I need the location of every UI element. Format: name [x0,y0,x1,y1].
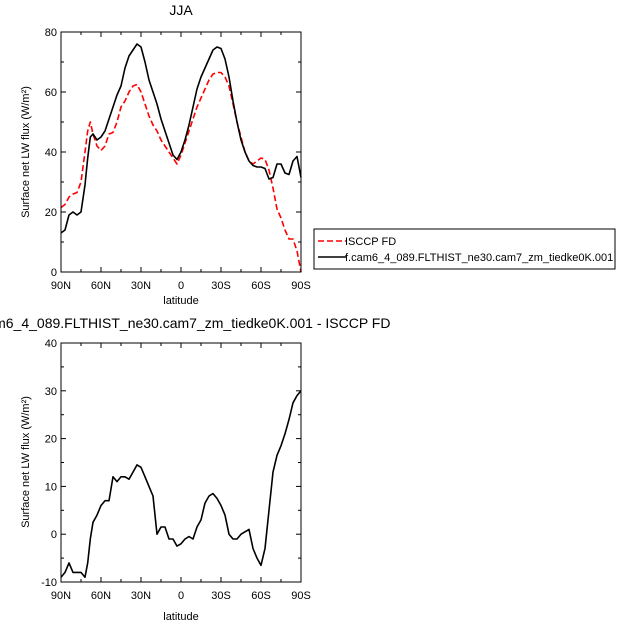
top-y-tick-label: 40 [45,147,57,159]
top-y-tick-label: 60 [45,87,57,99]
top-y-tick-label: 80 [45,27,57,39]
bottom-y-tick-label: 20 [45,434,57,446]
top-y-axis-label: Surface net LW flux (W/m²) [20,86,32,218]
top-chart-title: JJA [169,2,193,18]
legend: ISCCP FD f.cam6_4_089.FLTHIST_ne30.cam7_… [313,228,616,270]
bottom-y-axis-label: Surface net LW flux (W/m²) [20,396,32,528]
bottom-x-tick-label: 90S [291,590,311,602]
bottom-x-tick-label: 90N [51,590,71,602]
bottom-x-tick-label: 60S [251,590,271,602]
bottom-x-tick-label: 0 [178,590,184,602]
bottom-x-axis-label: latitude [163,611,198,623]
top-x-tick-label: 60S [251,280,271,292]
top-panel: JJA 90N 60N 30N 0 30S 60S 90S 0 20 40 60 80 latitud… [20,2,311,307]
bottom-x-tick-label: 30S [211,590,231,602]
bottom-chart-title: f.cam6_4_089.FLTHIST_ne30.cam7_zm_tiedke… [0,315,390,331]
top-x-axis-label: latitude [163,295,198,307]
top-x-tick-label: 0 [178,280,184,292]
bottom-y-tick-label: 40 [45,338,57,350]
bottom-y-tick-label: -10 [41,577,57,589]
legend-box [313,228,616,270]
top-x-tick-label: 30S [211,280,231,292]
bottom-x-tick-label: 60N [91,590,111,602]
top-x-tick-label: 90N [51,280,71,292]
top-x-tick-label: 90S [291,280,311,292]
bottom-y-tick-label: 30 [45,386,57,398]
top-y-tick-label: 0 [51,267,57,279]
bottom-panel: f.cam6_4_089.FLTHIST_ne30.cam7_zm_tiedke… [0,315,390,623]
top-y-tick-label: 20 [45,207,57,219]
bottom-series-line-1 [60,390,302,579]
legend-label-isccp: ISCCP FD [345,236,396,248]
top-series-line-2 [60,43,302,234]
legend-label-model: f.cam6_4_089.FLTHIST_ne30.cam7_zm_tiedke… [345,252,613,264]
bottom-x-tick-label: 30N [131,590,151,602]
bottom-y-tick-label: 10 [45,481,57,493]
bottom-y-tick-label: 0 [51,529,57,541]
top-x-tick-label: 60N [91,280,111,292]
top-series-line-1 [60,71,302,273]
top-x-tick-label: 30N [131,280,151,292]
